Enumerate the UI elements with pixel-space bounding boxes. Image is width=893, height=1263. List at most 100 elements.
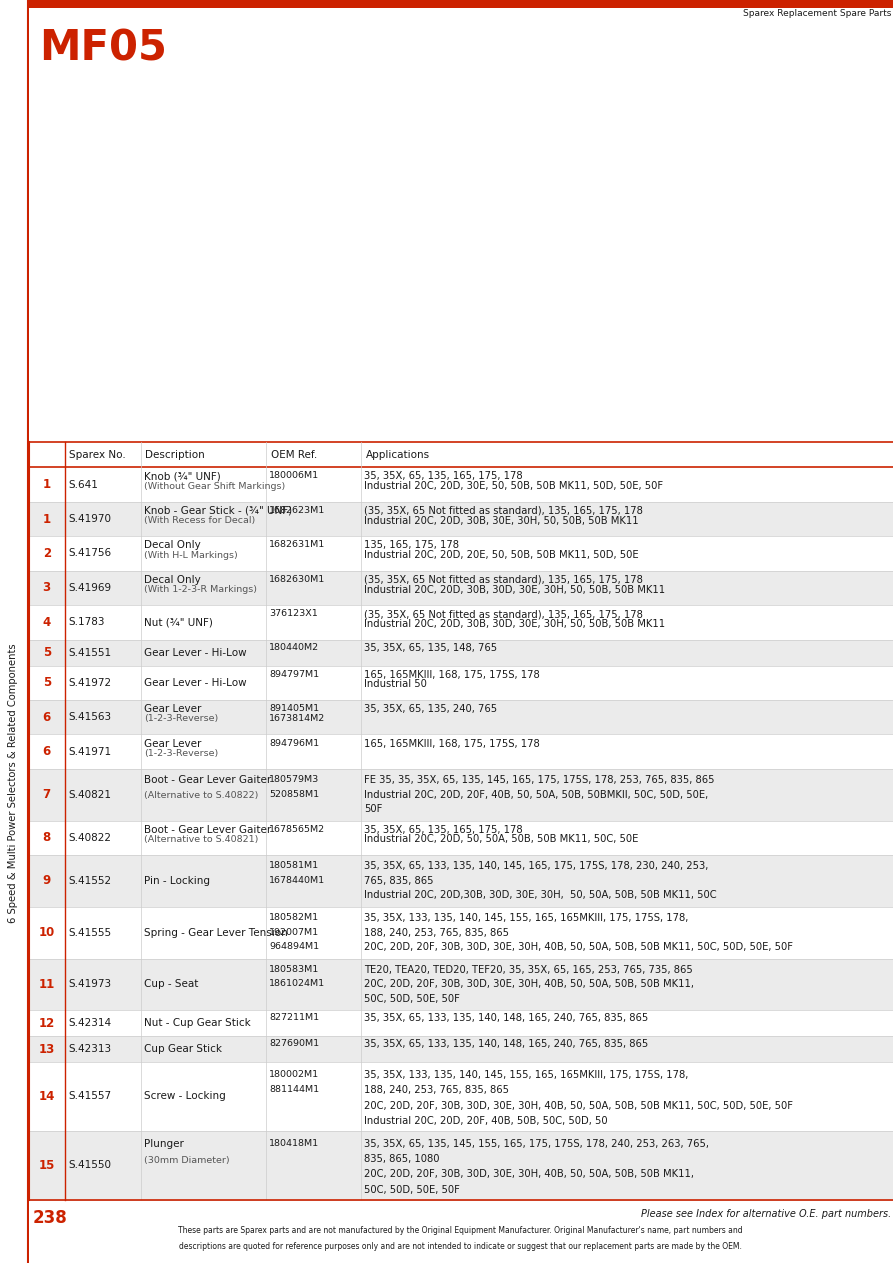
Text: S.40821: S.40821 <box>69 789 112 799</box>
Text: 35, 35X, 65, 135, 240, 765: 35, 35X, 65, 135, 240, 765 <box>364 705 497 714</box>
Bar <box>29 1130 893 1200</box>
Text: 15: 15 <box>38 1159 54 1172</box>
Text: 827211M1: 827211M1 <box>269 1013 319 1022</box>
Text: S.40822: S.40822 <box>69 832 112 842</box>
Bar <box>29 855 893 907</box>
Text: 50F: 50F <box>364 805 382 815</box>
Text: 891405M1: 891405M1 <box>269 705 319 714</box>
Text: 376123X1: 376123X1 <box>269 609 318 619</box>
Text: S.41563: S.41563 <box>69 712 112 722</box>
Text: 20C, 20D, 20F, 30B, 30D, 30E, 30H, 40B, 50, 50A, 50B, 50B MK11, 50C, 50D, 50E, 5: 20C, 20D, 20F, 30B, 30D, 30E, 30H, 40B, … <box>364 1100 793 1110</box>
Text: Boot - Gear Lever Gaiter: Boot - Gear Lever Gaiter <box>145 775 271 786</box>
Bar <box>29 821 893 855</box>
Bar <box>29 1036 893 1062</box>
Text: 35, 35X, 65, 135, 165, 175, 178: 35, 35X, 65, 135, 165, 175, 178 <box>364 471 522 481</box>
Text: 180002M1: 180002M1 <box>269 1070 319 1080</box>
Text: 1861024M1: 1861024M1 <box>269 979 325 988</box>
Bar <box>29 0 893 8</box>
Text: Nut (¾" UNF): Nut (¾" UNF) <box>145 618 213 628</box>
Text: 20C, 20D, 20F, 30B, 30D, 30E, 30H, 40B, 50, 50A, 50B, 50B MK11,: 20C, 20D, 20F, 30B, 30D, 30E, 30H, 40B, … <box>364 1170 694 1180</box>
Text: 520858M1: 520858M1 <box>269 789 319 798</box>
Text: (Alternative to S.40821): (Alternative to S.40821) <box>145 835 259 844</box>
Text: Nut - Cup Gear Stick: Nut - Cup Gear Stick <box>145 1018 251 1028</box>
Text: S.41557: S.41557 <box>69 1091 112 1101</box>
Text: 894797M1: 894797M1 <box>269 669 319 678</box>
Text: S.41551: S.41551 <box>69 648 112 658</box>
Bar <box>29 769 893 821</box>
Text: 165, 165MKIII, 168, 175, 175S, 178: 165, 165MKIII, 168, 175, 175S, 178 <box>364 669 539 679</box>
Text: descriptions are quoted for reference purposes only and are not intended to indi: descriptions are quoted for reference pu… <box>179 1242 742 1250</box>
Text: (1-2-3-Reverse): (1-2-3-Reverse) <box>145 749 219 758</box>
Bar <box>29 959 893 1010</box>
Text: Industrial 20C, 20D, 30E, 50, 50B, 50B MK11, 50D, 50E, 50F: Industrial 20C, 20D, 30E, 50, 50B, 50B M… <box>364 481 663 491</box>
Text: 12: 12 <box>38 1017 54 1029</box>
Text: 35, 35X, 133, 135, 140, 145, 155, 165, 165MKIII, 175, 175S, 178,: 35, 35X, 133, 135, 140, 145, 155, 165, 1… <box>364 913 689 923</box>
Text: 5: 5 <box>43 647 51 659</box>
Text: 192007M1: 192007M1 <box>269 927 319 937</box>
Text: 180440M2: 180440M2 <box>269 643 319 652</box>
Text: 14: 14 <box>38 1090 54 1103</box>
Text: (35, 35X, 65 Not fitted as standard), 135, 165, 175, 178: (35, 35X, 65 Not fitted as standard), 13… <box>364 575 643 585</box>
Text: 5: 5 <box>43 676 51 690</box>
Text: 9: 9 <box>43 874 51 888</box>
Text: S.41756: S.41756 <box>69 548 112 558</box>
Text: S.41970: S.41970 <box>69 514 112 524</box>
Text: 35, 35X, 65, 133, 135, 140, 148, 165, 240, 765, 835, 865: 35, 35X, 65, 133, 135, 140, 148, 165, 24… <box>364 1013 648 1023</box>
Text: 135, 165, 175, 178: 135, 165, 175, 178 <box>364 541 459 551</box>
Text: S.41552: S.41552 <box>69 877 112 885</box>
Text: 765, 835, 865: 765, 835, 865 <box>364 875 433 885</box>
Text: 35, 35X, 133, 135, 140, 145, 155, 165, 165MKIII, 175, 175S, 178,: 35, 35X, 133, 135, 140, 145, 155, 165, 1… <box>364 1070 689 1080</box>
Bar <box>29 537 893 571</box>
Text: 3: 3 <box>43 581 51 595</box>
Text: Industrial 20C, 20D,30B, 30D, 30E, 30H,  50, 50A, 50B, 50B MK11, 50C: Industrial 20C, 20D,30B, 30D, 30E, 30H, … <box>364 890 716 901</box>
Text: S.41973: S.41973 <box>69 979 112 989</box>
Bar <box>29 442 893 467</box>
Text: Industrial 20C, 20D, 20F, 40B, 50, 50A, 50B, 50BMKII, 50C, 50D, 50E,: Industrial 20C, 20D, 20F, 40B, 50, 50A, … <box>364 789 708 799</box>
Text: Industrial 20C, 20D, 20F, 40B, 50B, 50C, 50D, 50: Industrial 20C, 20D, 20F, 40B, 50B, 50C,… <box>364 1115 607 1125</box>
Text: 13: 13 <box>38 1042 54 1056</box>
Text: (Alternative to S.40822): (Alternative to S.40822) <box>145 791 259 799</box>
Bar <box>29 907 893 959</box>
Text: Plunger: Plunger <box>145 1139 184 1149</box>
Text: Pin - Locking: Pin - Locking <box>145 877 211 885</box>
Text: 6: 6 <box>43 711 51 724</box>
Bar <box>29 639 893 666</box>
Text: Industrial 50: Industrial 50 <box>364 679 427 690</box>
Text: S.1783: S.1783 <box>69 618 104 628</box>
Text: (With 1-2-3-R Markings): (With 1-2-3-R Markings) <box>145 585 257 594</box>
Text: S.641: S.641 <box>69 480 98 490</box>
Text: 35, 35X, 65, 135, 148, 765: 35, 35X, 65, 135, 148, 765 <box>364 643 497 653</box>
Text: 180581M1: 180581M1 <box>269 861 319 870</box>
Text: 1678440M1: 1678440M1 <box>269 875 325 885</box>
Text: Decal Only: Decal Only <box>145 541 201 551</box>
Text: 180579M3: 180579M3 <box>269 775 319 784</box>
Text: Please see Index for alternative O.E. part numbers.: Please see Index for alternative O.E. pa… <box>641 1209 891 1219</box>
Text: Industrial 20C, 20D, 30B, 30E, 30H, 50, 50B, 50B MK11: Industrial 20C, 20D, 30B, 30E, 30H, 50, … <box>364 515 638 525</box>
Bar <box>29 1010 893 1036</box>
Text: TE20, TEA20, TED20, TEF20, 35, 35X, 65, 165, 253, 765, 735, 865: TE20, TEA20, TED20, TEF20, 35, 35X, 65, … <box>364 965 693 975</box>
Text: 964894M1: 964894M1 <box>269 942 319 951</box>
Text: S.41971: S.41971 <box>69 746 112 757</box>
Text: S.41972: S.41972 <box>69 678 112 688</box>
Text: These parts are Sparex parts and are not manufactured by the Original Equipment : These parts are Sparex parts and are not… <box>179 1226 743 1235</box>
Text: 20C, 20D, 20F, 30B, 30D, 30E, 30H, 40B, 50, 50A, 50B, 50B MK11, 50C, 50D, 50E, 5: 20C, 20D, 20F, 30B, 30D, 30E, 30H, 40B, … <box>364 942 793 952</box>
Bar <box>29 571 893 605</box>
Text: (30mm Diameter): (30mm Diameter) <box>145 1156 230 1164</box>
Text: Gear Lever - Hi-Low: Gear Lever - Hi-Low <box>145 648 247 658</box>
Text: 50C, 50D, 50E, 50F: 50C, 50D, 50E, 50F <box>364 1185 460 1195</box>
Text: Knob (¾" UNF): Knob (¾" UNF) <box>145 471 221 481</box>
Bar <box>29 47 893 436</box>
Text: (35, 35X, 65 Not fitted as standard), 135, 165, 175, 178: (35, 35X, 65 Not fitted as standard), 13… <box>364 506 643 515</box>
Text: MF05: MF05 <box>39 28 167 69</box>
Text: 1682630M1: 1682630M1 <box>269 575 325 584</box>
Text: Industrial 20C, 20D, 50, 50A, 50B, 50B MK11, 50C, 50E: Industrial 20C, 20D, 50, 50A, 50B, 50B M… <box>364 835 638 845</box>
Text: S.41555: S.41555 <box>69 928 112 937</box>
Text: 11: 11 <box>38 978 54 991</box>
Text: Gear Lever: Gear Lever <box>145 705 202 714</box>
Text: 180418M1: 180418M1 <box>269 1139 319 1148</box>
Text: 1682631M1: 1682631M1 <box>269 541 325 549</box>
Text: 188, 240, 253, 765, 835, 865: 188, 240, 253, 765, 835, 865 <box>364 927 509 937</box>
Text: Industrial 20C, 20D, 20E, 50, 50B, 50B MK11, 50D, 50E: Industrial 20C, 20D, 20E, 50, 50B, 50B M… <box>364 551 638 560</box>
Text: Knob - Gear Stick - (¾" UNF): Knob - Gear Stick - (¾" UNF) <box>145 506 293 515</box>
Text: 238: 238 <box>33 1209 68 1226</box>
